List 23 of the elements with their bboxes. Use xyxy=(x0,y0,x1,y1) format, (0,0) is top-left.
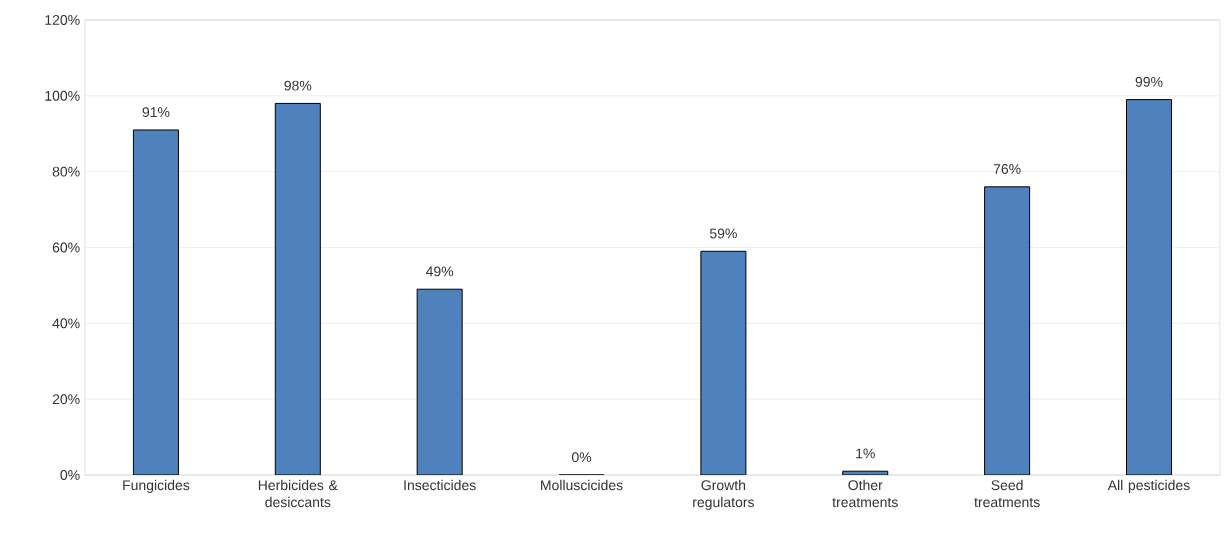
data-label: 49% xyxy=(425,266,454,277)
data-label: 76% xyxy=(993,164,1021,174)
y-tick-label: 20% xyxy=(52,394,80,405)
y-tick-label: 40% xyxy=(52,318,80,329)
x-tick-label: Other treatments xyxy=(832,479,898,508)
x-tick-label: Seed treatments xyxy=(974,479,1040,508)
data-label: 1% xyxy=(856,448,875,459)
x-tick-label: Growth regulators xyxy=(693,479,755,510)
y-tick-label: 60% xyxy=(52,242,80,253)
y-tick-label: 120% xyxy=(45,15,80,25)
x-tick-label: Insecticides xyxy=(404,479,476,491)
data-label: 91% xyxy=(142,107,170,118)
x-tick-label: All pesticides xyxy=(1107,479,1190,493)
x-tick-label: Fungicides xyxy=(123,479,190,493)
y-tick-label: 100% xyxy=(45,90,80,101)
data-label: 0% xyxy=(571,452,592,463)
data-label: 99% xyxy=(1135,76,1163,87)
y-tick-label: 0% xyxy=(60,470,80,480)
data-label: 98% xyxy=(284,80,312,91)
data-label: 59% xyxy=(709,228,737,239)
y-tick-label: 80% xyxy=(52,166,80,177)
x-tick-label: Herbicides & desiccants xyxy=(258,479,338,508)
x-tick-label: Molluscicides xyxy=(541,479,623,491)
